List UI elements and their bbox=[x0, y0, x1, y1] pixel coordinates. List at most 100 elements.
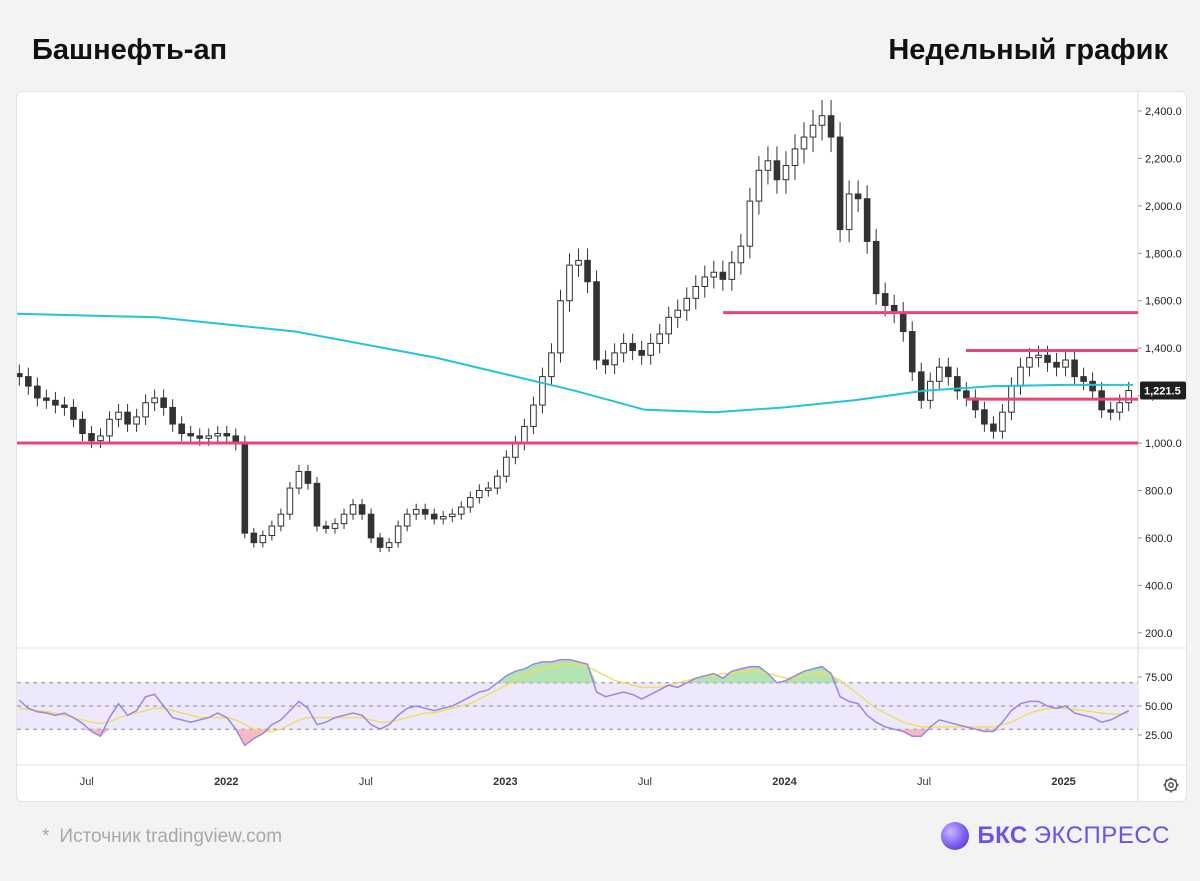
candle-body bbox=[259, 535, 267, 544]
footnote-star: * bbox=[42, 826, 50, 847]
candle-body bbox=[223, 433, 231, 437]
candle-body bbox=[854, 193, 862, 200]
y-tick-label: 1,400.0 bbox=[1145, 343, 1182, 355]
candle-body bbox=[503, 456, 510, 477]
candle-body bbox=[466, 497, 474, 508]
candle-body bbox=[160, 397, 167, 408]
candle-body bbox=[701, 276, 709, 287]
candle-body bbox=[476, 489, 483, 499]
gear-icon[interactable] bbox=[1162, 776, 1180, 794]
candle-body bbox=[295, 470, 303, 489]
candle-body bbox=[124, 411, 131, 425]
candle-body bbox=[629, 342, 636, 352]
source-text: Источник tradingview.com bbox=[59, 826, 283, 847]
x-tick-label: Jul bbox=[638, 776, 652, 788]
candle-body bbox=[809, 124, 817, 138]
candle-body bbox=[512, 442, 519, 458]
candle-body bbox=[999, 411, 1006, 432]
candle-body bbox=[674, 309, 682, 318]
candle-body bbox=[43, 397, 50, 401]
candle-body bbox=[376, 537, 384, 548]
candle-body bbox=[1116, 402, 1123, 413]
candle-body bbox=[331, 523, 339, 529]
candle-body bbox=[539, 376, 546, 406]
page-title: Башнефть-ап bbox=[32, 34, 228, 66]
x-tick-label: 2023 bbox=[493, 776, 517, 788]
candle-body bbox=[908, 331, 916, 373]
candle-body bbox=[683, 297, 691, 311]
rsi-overbought-fill bbox=[749, 666, 759, 683]
candle-body bbox=[421, 508, 429, 515]
candle-body bbox=[665, 316, 673, 335]
bks-logo-icon bbox=[941, 822, 970, 850]
price-chart[interactable]: 2,400.0 2,200.0 2,000.0 1,800.0 1,600.0 1,400… bbox=[17, 92, 1186, 801]
rsi-y-tick-label: 25.00 bbox=[1145, 730, 1173, 742]
candle-body bbox=[61, 404, 68, 408]
y-tick-label: 1,600.0 bbox=[1145, 296, 1182, 308]
rsi-overbought-fill bbox=[804, 668, 814, 683]
rsi-overbought-fill bbox=[813, 666, 823, 683]
candle-body bbox=[872, 240, 880, 295]
logo-rest: ЭКСПРЕСС bbox=[1033, 822, 1170, 849]
candle-body bbox=[845, 193, 853, 231]
rsi-overbought-fill bbox=[758, 666, 768, 683]
candle-body bbox=[1053, 361, 1060, 368]
candle-body bbox=[1089, 380, 1096, 392]
candle-body bbox=[530, 404, 537, 427]
candle-body bbox=[521, 425, 528, 444]
candle-body bbox=[322, 525, 330, 529]
candle-body bbox=[782, 165, 790, 181]
source-note: * Источник tradingview.com bbox=[42, 826, 282, 848]
x-tick-label: 2024 bbox=[772, 776, 797, 788]
candle-body bbox=[385, 542, 393, 548]
candle-body bbox=[313, 482, 321, 527]
candle-body bbox=[620, 342, 627, 354]
candle-body bbox=[439, 516, 447, 520]
candle-body bbox=[710, 271, 718, 278]
candle-body bbox=[1026, 357, 1033, 368]
candle-body bbox=[394, 525, 402, 544]
last-price-badge bbox=[1140, 381, 1186, 400]
candle-body bbox=[647, 342, 654, 356]
rsi-overbought-fill bbox=[542, 661, 552, 683]
candle-body bbox=[764, 160, 772, 171]
candle-body bbox=[52, 399, 59, 406]
candle-body bbox=[1080, 376, 1087, 382]
candle-body bbox=[358, 504, 366, 515]
candle-body bbox=[836, 136, 844, 231]
candle-body bbox=[737, 245, 745, 264]
candle-body bbox=[106, 418, 113, 437]
candle-body bbox=[340, 513, 348, 525]
candle-body bbox=[899, 312, 907, 333]
candle-body bbox=[79, 418, 86, 435]
logo-text: БКС ЭКСПРЕСС bbox=[977, 822, 1170, 850]
candle-body bbox=[548, 352, 555, 378]
candle-body bbox=[485, 487, 492, 491]
candle-body bbox=[88, 433, 95, 442]
candle-body bbox=[403, 513, 411, 527]
moving-average-line bbox=[17, 312, 1134, 414]
candle-body bbox=[593, 281, 600, 361]
rsi-signal-line bbox=[19, 663, 1129, 733]
rsi-y-tick-label: 50.00 bbox=[1145, 701, 1173, 713]
candle-body bbox=[935, 366, 943, 382]
y-tick-label: 2,400.0 bbox=[1145, 106, 1182, 118]
candle-body bbox=[963, 390, 970, 399]
candle-body bbox=[557, 300, 564, 354]
chart-card[interactable]: 2,400.0 2,200.0 2,000.0 1,800.0 1,600.0 1,400… bbox=[16, 91, 1187, 802]
candle-body bbox=[142, 402, 149, 418]
candle-body bbox=[728, 262, 736, 280]
candle-body bbox=[304, 470, 312, 484]
candle-body bbox=[954, 376, 961, 392]
candle-body bbox=[1017, 366, 1024, 387]
candle-body bbox=[412, 508, 420, 515]
x-tick-label: Jul bbox=[359, 776, 373, 788]
candle-body bbox=[692, 285, 700, 299]
candle-body bbox=[1062, 359, 1069, 368]
candle-body bbox=[584, 259, 591, 283]
rsi-y-tick-label: 75.00 bbox=[1145, 672, 1173, 684]
candle-body bbox=[656, 333, 663, 344]
candle-body bbox=[205, 435, 213, 439]
candle-body bbox=[241, 442, 249, 534]
candle-body bbox=[881, 293, 889, 306]
